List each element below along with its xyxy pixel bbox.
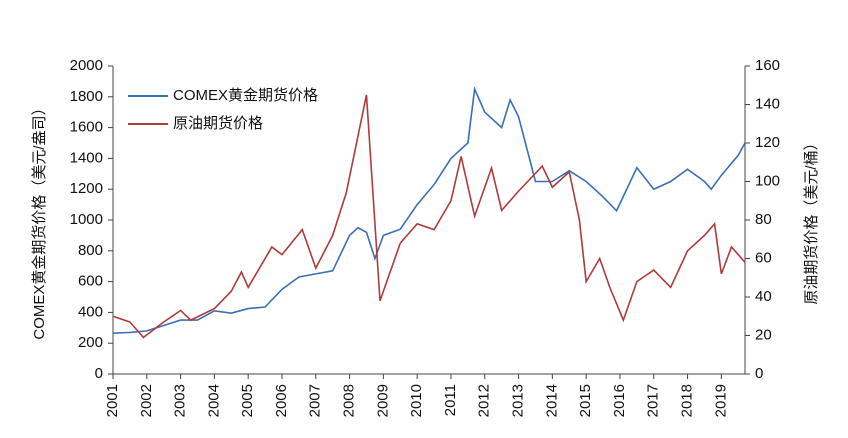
- y-tick-label: 800: [78, 242, 103, 259]
- y-tick-label: 600: [78, 273, 103, 290]
- y-tick-label: 1400: [70, 149, 103, 166]
- x-tick-label: 2009: [374, 384, 391, 417]
- x-tick-label: 2010: [408, 384, 425, 417]
- series-line: [112, 86, 746, 334]
- legend-label: 原油期货价格: [173, 115, 263, 132]
- x-tick-label: 2011: [442, 384, 459, 416]
- y2-tick-label: 0: [755, 365, 763, 382]
- y-axis-label: COMEX黄金期货价格（美元/盎司）: [31, 100, 48, 339]
- y2-tick-label: 100: [755, 172, 780, 189]
- y2-tick-label: 60: [755, 249, 772, 266]
- y-tick-label: 200: [78, 334, 103, 351]
- x-tick-label: 2001: [104, 384, 121, 417]
- y-tick-label: 1200: [70, 180, 103, 197]
- x-tick-label: 2017: [645, 384, 662, 417]
- x-tick-label: 2014: [543, 384, 560, 417]
- x-tick-label: 2008: [341, 384, 358, 417]
- y-tick-label: 1800: [70, 88, 103, 105]
- y-tick-label: 1600: [70, 119, 103, 136]
- y2-tick-label: 160: [755, 57, 780, 74]
- y-tick-label: 1000: [70, 211, 103, 228]
- x-tick-label: 2004: [205, 384, 222, 417]
- y2-tick-label: 80: [755, 211, 772, 228]
- y-tick-label: 400: [78, 303, 103, 320]
- x-tick-label: 2012: [476, 384, 493, 417]
- x-tick-label: 2015: [577, 384, 594, 417]
- y2-tick-label: 20: [755, 326, 772, 343]
- y2-tick-label: 140: [755, 95, 780, 112]
- x-tick-label: 2007: [307, 384, 324, 417]
- x-tick-label: 2005: [239, 384, 256, 417]
- x-tick-label: 2019: [712, 384, 729, 417]
- y2-tick-label: 120: [755, 134, 780, 151]
- x-tick-label: 2016: [611, 384, 628, 417]
- x-tick-label: 2002: [138, 384, 155, 417]
- y-tick-label: 2000: [70, 57, 103, 74]
- y-tick-label: 0: [95, 365, 103, 382]
- x-tick-label: 2006: [273, 384, 290, 417]
- x-tick-label: 2018: [679, 384, 696, 417]
- x-tick-label: 2013: [510, 384, 527, 417]
- legend-label: COMEX黄金期货价格: [173, 87, 318, 104]
- series-line: [112, 94, 746, 339]
- y2-tick-label: 40: [755, 288, 772, 305]
- x-tick-label: 2003: [172, 384, 189, 417]
- y2-axis-label: 原油期货价格（美元/桶）: [803, 135, 820, 304]
